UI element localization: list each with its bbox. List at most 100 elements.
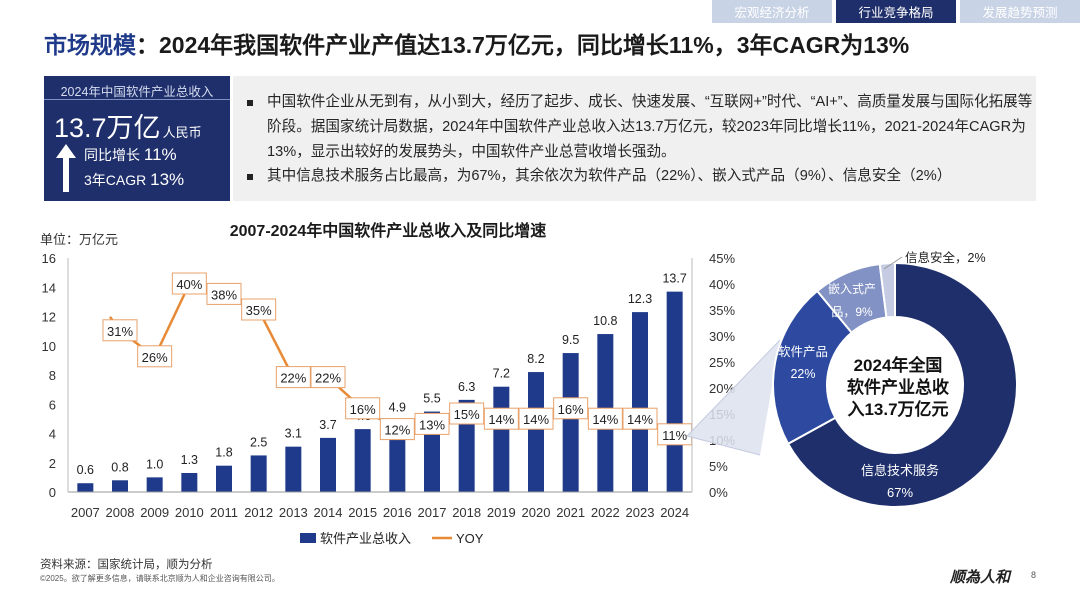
x-tick-label: 2008 — [106, 505, 135, 520]
y-left-tick-label: 6 — [49, 397, 56, 412]
bullet-text: 其中信息技术服务占比最高，为67%，其余依次为软件产品（22%）、嵌入式产品（9… — [267, 168, 952, 184]
yoy-data-label: 14% — [592, 412, 618, 427]
donut-slice — [772, 289, 854, 446]
bar-data-label: 1.8 — [215, 446, 232, 460]
yoy-label-box — [345, 397, 381, 420]
growth-arrow-icon — [56, 144, 76, 192]
x-tick-label: 2015 — [348, 505, 377, 520]
yoy-label-box — [587, 407, 623, 430]
yoy-data-label: 16% — [350, 402, 376, 417]
donut-slice — [878, 261, 896, 319]
bar-data-label: 1.0 — [146, 457, 163, 471]
chart-title: 2007-2024年中国软件产业总收入及同比增速 — [230, 221, 547, 240]
kpi-heading: 2024年中国软件产业总收入 — [60, 85, 214, 99]
bar-data-label: 6.3 — [458, 380, 475, 394]
bar-revenue — [632, 312, 648, 492]
bar-data-label: 4.9 — [389, 400, 406, 414]
x-tick-label: 2017 — [418, 505, 447, 520]
x-tick-label: 2010 — [175, 505, 204, 520]
yoy-data-label: 22% — [315, 371, 341, 386]
yoy-data-label: 40% — [176, 277, 202, 292]
kpi-cagr-row: 3年CAGR 13% — [84, 170, 184, 190]
page-number: 8 — [1031, 570, 1037, 580]
description-bullet-2: 其中信息技术服务占比最高，为67%，其余依次为软件产品（22%）、嵌入式产品（9… — [247, 164, 1037, 189]
yoy-label-box — [310, 366, 346, 389]
y-right-tick-label: 5% — [709, 459, 728, 474]
bar-revenue — [666, 291, 683, 492]
yoy-data-label: 22% — [280, 371, 306, 386]
donut-value-it-service: 67% — [887, 485, 913, 500]
y-left-tick-label: 16 — [42, 251, 56, 266]
donut-slice — [786, 261, 1018, 508]
yoy-label-box — [518, 407, 554, 430]
title-main: ：2024年我国软件产业产值达13.7万亿元，同比增长11%，3年CAGR为13… — [136, 32, 910, 58]
y-left-tick-label: 12 — [42, 310, 56, 325]
y-right-tick-label: 40% — [709, 277, 735, 292]
kpi-value-row: 13.7万亿 人民币 — [54, 106, 202, 145]
bar-data-label: 9.5 — [562, 333, 579, 347]
bar-data-label: 0.8 — [111, 460, 128, 474]
y-right-tick-label: 30% — [709, 329, 735, 344]
legend-bar-label: 软件产业总收入 — [320, 531, 411, 546]
description-bullet-1: 中国软件企业从无到有，从小到大，经历了起步、成长、快速发展、“互联网+”时代、“… — [247, 90, 1037, 165]
legend-bar-swatch — [300, 533, 316, 543]
bar-revenue — [320, 437, 336, 492]
tab-industry-competition[interactable]: 行业竞争格局 — [836, 0, 956, 23]
kpi-yoy-label: 同比增长 — [84, 147, 140, 163]
y-left-tick-label: 4 — [49, 427, 56, 442]
chart-unit-label: 单位：万亿元 — [40, 232, 119, 247]
tab-development-trend[interactable]: 发展趋势预测 — [960, 0, 1080, 23]
yoy-data-label: 14% — [488, 412, 514, 427]
bar-revenue — [77, 483, 94, 492]
yoy-label-box — [137, 345, 173, 368]
x-tick-label: 2007 — [71, 505, 100, 520]
yoy-data-label: 14% — [523, 412, 549, 427]
bullet-square-icon — [247, 100, 253, 106]
bar-revenue — [146, 477, 163, 492]
yoy-label-box — [553, 397, 589, 420]
bar-data-label: 3.1 — [285, 427, 302, 441]
bar-revenue — [528, 372, 544, 492]
donut-label-software: 软件产品 — [778, 345, 828, 359]
kpi-value: 13.7万亿 — [54, 113, 161, 143]
chart-legend: 软件产业总收入 YOY — [300, 531, 484, 546]
x-tick-label: 2021 — [556, 505, 585, 520]
yoy-data-label: 15% — [454, 407, 480, 422]
page-title: 市场规模：2024年我国软件产业产值达13.7万亿元，同比增长11%，3年CAG… — [44, 26, 909, 60]
bar-revenue — [112, 480, 128, 492]
yoy-data-label: 11% — [662, 428, 687, 443]
source-note: 资料来源：国家统计局，顺为分析 — [40, 559, 213, 571]
donut-label-embedded-1: 嵌入式产 — [828, 282, 876, 296]
yoy-label-box — [379, 418, 415, 441]
kpi-unit: 人民币 — [162, 125, 202, 140]
donut-label-embedded-2: 品，9% — [831, 305, 873, 319]
y-right-tick-label: 45% — [709, 251, 735, 266]
tab-macro-economy[interactable]: 宏观经济分析 — [712, 0, 832, 23]
x-tick-label: 2014 — [314, 505, 343, 520]
bullet-text: 中国软件企业从无到有，从小到大，经历了起步、成长、快速发展、“互联网+”时代、“… — [267, 94, 1033, 160]
donut-center-line-2: 软件产业总收 — [847, 377, 949, 397]
yoy-label-box — [171, 272, 207, 295]
bar-revenue — [216, 465, 232, 492]
x-tick-label: 2016 — [383, 505, 412, 520]
y-left-tick-label: 8 — [49, 368, 56, 383]
y-left-tick-label: 10 — [42, 339, 56, 354]
kpi-box: 2024年中国软件产业总收入 13.7万亿 人民币 同比增长 11% 3年CAGR… — [44, 76, 230, 201]
bar-data-label: 0.6 — [77, 463, 94, 477]
yoy-data-label: 13% — [419, 417, 445, 432]
bar-data-label: 8.2 — [527, 352, 544, 366]
yoy-label-box — [414, 412, 450, 435]
description-box: 中国软件企业从无到有，从小到大，经历了起步、成长、快速发展、“互联网+”时代、“… — [233, 76, 1036, 201]
top-nav-tabs: 宏观经济分析 行业竞争格局 发展趋势预测 — [708, 0, 1080, 23]
bar-data-label: 3.7 — [319, 418, 336, 432]
x-tick-label: 2011 — [210, 505, 238, 520]
x-tick-label: 2018 — [452, 505, 481, 520]
donut-label-it-service: 信息技术服务 — [861, 463, 939, 478]
x-tick-label: 2009 — [140, 505, 169, 520]
donut-center-line-3: 入13.7万亿元 — [847, 399, 948, 419]
y-left-tick-label: 14 — [42, 280, 56, 295]
y-left-tick-label: 2 — [49, 456, 56, 471]
kpi-divider — [44, 99, 230, 100]
bar-data-label: 5.5 — [423, 392, 440, 406]
